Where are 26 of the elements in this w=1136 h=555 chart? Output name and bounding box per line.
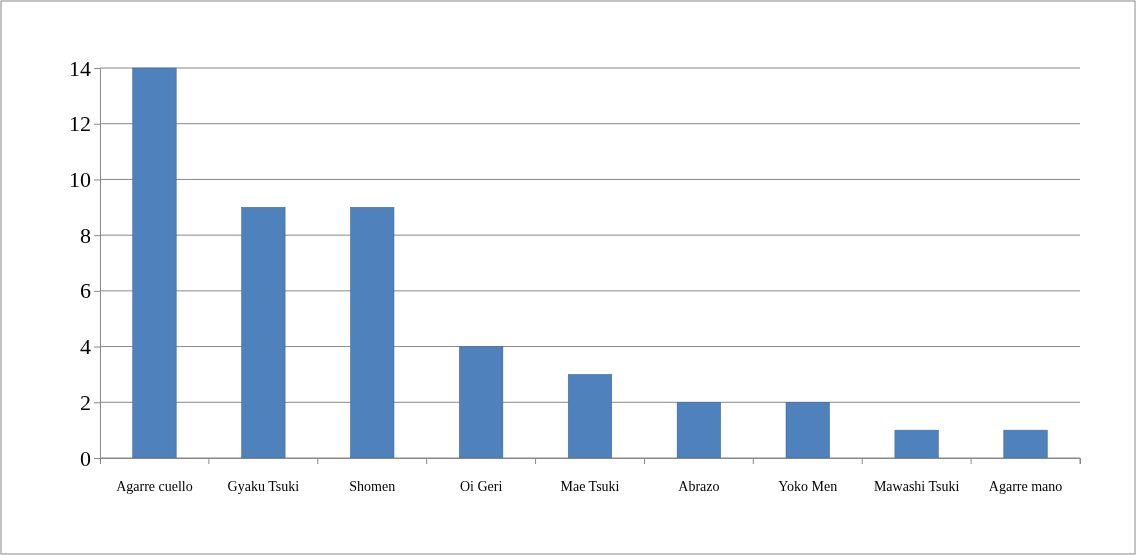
bar: [132, 67, 177, 459]
y-tick-label: 2: [80, 389, 91, 415]
x-tick-label: Agarre cuello: [116, 479, 193, 494]
y-tick-label: 10: [69, 166, 91, 192]
x-tick-label: Mawashi Tsuki: [873, 479, 960, 494]
x-tick-label: Abrazo: [678, 479, 720, 494]
y-tick-label: 12: [69, 111, 91, 137]
y-tick-label: 6: [80, 278, 91, 304]
bar: [676, 402, 721, 459]
x-tick-label: Agarre mano: [988, 479, 1063, 494]
x-tick-label: Yoko Men: [778, 479, 838, 494]
x-tick-label: Oi Geri: [459, 479, 503, 494]
y-tick-label: 8: [80, 222, 91, 248]
x-tick-label: Gyaku Tsuki: [227, 479, 300, 494]
bar: [241, 207, 286, 459]
bar: [894, 429, 939, 459]
bar: [785, 402, 830, 459]
bar: [567, 374, 613, 459]
bar: [350, 207, 395, 459]
y-tick-label: 0: [80, 445, 91, 471]
x-tick-label: Mae Tsuki: [560, 479, 620, 494]
bar: [1003, 429, 1048, 459]
x-tick-label: Shomen: [349, 479, 396, 494]
bar: [459, 346, 504, 459]
y-tick-label: 4: [80, 334, 91, 360]
y-tick-label: 14: [69, 55, 91, 81]
